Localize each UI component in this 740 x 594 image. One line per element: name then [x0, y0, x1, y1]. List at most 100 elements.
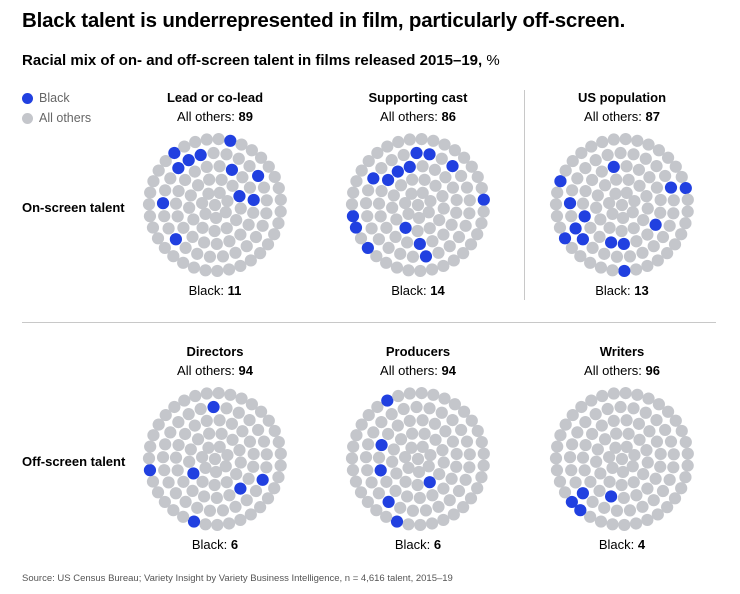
- dot-others: [584, 510, 597, 523]
- dot-others: [370, 504, 383, 517]
- dot-others: [475, 435, 488, 449]
- dot-others: [450, 206, 463, 219]
- dot-others: [460, 181, 474, 194]
- black-label: Black: 14: [391, 283, 445, 298]
- dot-others: [424, 449, 437, 462]
- dot-black: [182, 154, 195, 167]
- dot-black: [143, 464, 157, 477]
- dot-others: [397, 148, 410, 162]
- dot-others: [210, 491, 223, 505]
- dot-others: [414, 518, 427, 532]
- dot-others: [650, 435, 664, 448]
- dot-others: [550, 210, 564, 223]
- dot-others: [142, 452, 156, 465]
- black-label: Black: 11: [188, 283, 242, 298]
- dot-others: [566, 154, 579, 168]
- dot-others: [455, 169, 468, 183]
- dot-others: [615, 452, 629, 466]
- dot-others: [603, 451, 616, 464]
- dot-others: [668, 492, 682, 505]
- dot-others: [371, 400, 384, 414]
- dot-others: [464, 492, 478, 505]
- dot-others: [446, 435, 460, 448]
- black-label: Black: 13: [595, 283, 649, 298]
- panel-title: Lead or co-lead: [166, 90, 264, 105]
- dot-others: [260, 448, 273, 461]
- dot-others: [452, 230, 466, 244]
- dot-black: [256, 473, 269, 486]
- dot-others: [647, 240, 660, 253]
- dot-others: [375, 416, 388, 429]
- dot-others: [584, 256, 597, 269]
- dot-others: [274, 193, 287, 206]
- dot-others: [651, 254, 664, 267]
- dot-others: [159, 154, 172, 168]
- panel-supporting-cast: Supporting cast All others: 86 Black: 14: [318, 90, 518, 305]
- dot-black: [361, 241, 374, 255]
- dot-others: [457, 501, 470, 514]
- dot-others: [403, 414, 416, 427]
- dot-black: [169, 233, 182, 246]
- dot-others: [607, 414, 620, 427]
- others-value: 89: [238, 109, 253, 124]
- dot-others: [234, 228, 247, 241]
- dot-others: [362, 438, 375, 451]
- dot-others: [629, 263, 643, 276]
- legend-label-black: Black: [39, 91, 70, 105]
- dot-others: [601, 402, 614, 416]
- dot-others: [459, 473, 472, 486]
- dot-others: [619, 133, 632, 146]
- dot-others: [144, 186, 157, 199]
- dot-others: [641, 513, 654, 527]
- dot-others: [598, 247, 611, 260]
- others-value: 87: [645, 109, 660, 124]
- dot-others: [220, 402, 233, 415]
- dot-others: [247, 447, 260, 461]
- dot-others: [632, 163, 646, 176]
- dot-others: [436, 190, 449, 203]
- dot-others: [158, 464, 171, 477]
- dot-others: [565, 241, 578, 255]
- dot-others: [606, 207, 619, 220]
- dot-others: [598, 433, 612, 446]
- dot-others: [208, 452, 222, 466]
- dot-others: [230, 467, 243, 481]
- dot-others: [249, 230, 263, 244]
- dot-others: [591, 189, 604, 202]
- dot-others: [575, 400, 588, 414]
- dot-others: [679, 217, 692, 230]
- dot-others: [594, 515, 608, 528]
- dot-black: [346, 210, 360, 223]
- dot-others: [208, 478, 221, 492]
- dot-others: [415, 133, 428, 146]
- dot-others: [566, 408, 579, 422]
- dot-others: [429, 433, 442, 446]
- dot-others: [188, 419, 201, 432]
- dot-others: [603, 197, 616, 210]
- dot-others: [641, 228, 654, 241]
- dot-others: [359, 197, 373, 210]
- dot-others: [203, 250, 217, 263]
- dot-others: [566, 438, 579, 451]
- dot-others: [184, 443, 197, 456]
- dot-others: [623, 250, 637, 263]
- dot-others: [460, 435, 474, 448]
- dot-others: [402, 518, 415, 531]
- dot-others: [392, 135, 405, 149]
- horizontal-divider: [22, 322, 716, 323]
- dot-others: [681, 459, 694, 472]
- dot-others: [240, 240, 253, 253]
- dot-black: [381, 173, 395, 187]
- dot-others: [626, 460, 639, 473]
- dot-others: [359, 451, 373, 464]
- dot-others: [652, 144, 665, 157]
- dot-others: [650, 160, 663, 173]
- dot-others: [234, 513, 247, 527]
- dot-others: [629, 517, 643, 530]
- dot-others: [162, 476, 175, 489]
- others-label: All others: 96: [584, 363, 660, 378]
- dot-others: [158, 210, 171, 223]
- dot-others: [202, 441, 215, 454]
- black-label: Black: 6: [394, 537, 442, 552]
- dot-others: [254, 151, 268, 164]
